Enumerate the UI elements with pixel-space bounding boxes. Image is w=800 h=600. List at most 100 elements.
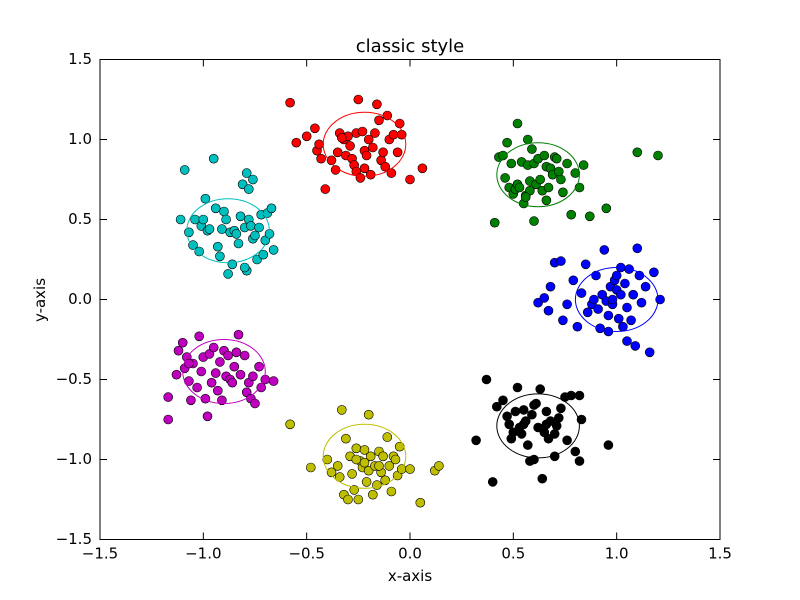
data-point	[188, 240, 198, 250]
data-point	[357, 126, 368, 137]
data-point	[491, 401, 502, 412]
data-point	[537, 473, 548, 484]
data-point	[239, 350, 250, 361]
data-point	[471, 435, 481, 446]
data-point	[227, 259, 238, 270]
data-point	[353, 94, 364, 105]
data-point	[382, 432, 393, 442]
data-point	[539, 293, 550, 303]
series-1	[489, 118, 663, 228]
data-point	[518, 405, 529, 415]
data-point	[217, 224, 227, 234]
data-point	[223, 350, 233, 361]
data-point	[326, 467, 337, 478]
data-point	[367, 142, 378, 153]
data-point	[636, 297, 647, 308]
x-tick-label: 0.5	[501, 545, 525, 563]
data-point	[498, 395, 508, 406]
y-tick-label: 1.5	[68, 50, 92, 68]
data-point	[553, 413, 564, 423]
data-point	[558, 187, 568, 198]
data-point	[285, 97, 295, 108]
data-point	[574, 390, 585, 401]
data-point	[570, 168, 581, 178]
data-point	[593, 304, 603, 314]
data-point	[223, 269, 233, 279]
data-point	[179, 165, 190, 175]
data-point	[512, 118, 523, 129]
data-point	[498, 150, 508, 161]
data-point	[341, 433, 351, 444]
data-point	[233, 238, 244, 249]
data-point	[543, 305, 554, 316]
data-point	[549, 429, 560, 439]
data-point	[301, 131, 312, 142]
data-point	[217, 395, 227, 406]
data-point	[572, 321, 583, 332]
data-point	[367, 489, 378, 500]
data-point	[163, 392, 173, 402]
data-point	[266, 203, 277, 214]
data-point	[359, 445, 370, 455]
y-tick-label: −0.5	[56, 370, 92, 388]
y-tick-label: 1.0	[68, 130, 92, 148]
data-point	[566, 209, 577, 220]
data-point	[529, 400, 539, 410]
data-point	[355, 173, 366, 183]
data-point	[244, 184, 254, 194]
data-point	[603, 440, 614, 450]
data-point	[620, 278, 630, 289]
data-point	[241, 168, 252, 178]
data-point	[229, 361, 240, 372]
data-point	[632, 147, 643, 158]
data-point	[632, 243, 643, 254]
data-point	[615, 289, 626, 300]
data-point	[254, 361, 264, 372]
data-point	[553, 166, 564, 177]
data-point	[514, 182, 525, 193]
data-point	[618, 321, 628, 332]
data-point	[576, 288, 587, 298]
data-point	[502, 137, 512, 148]
data-point	[487, 477, 498, 487]
y-axis-label: y-axis	[31, 278, 49, 322]
data-point	[378, 451, 388, 462]
data-point	[628, 289, 639, 300]
y-tick-label: −1.5	[56, 530, 92, 548]
data-point	[613, 313, 624, 324]
data-point	[512, 382, 523, 393]
data-point	[345, 141, 355, 151]
data-point	[248, 174, 258, 185]
data-point	[254, 222, 264, 233]
series-5	[285, 405, 444, 508]
data-point	[374, 115, 384, 126]
data-point	[370, 128, 380, 138]
data-point	[246, 221, 256, 231]
data-point	[231, 229, 242, 239]
data-point	[543, 182, 554, 193]
data-point	[332, 461, 343, 471]
data-point	[580, 259, 591, 270]
data-point	[434, 461, 444, 471]
data-point	[221, 214, 231, 225]
data-point	[558, 315, 568, 326]
data-point	[320, 184, 331, 194]
data-point	[545, 281, 556, 292]
data-point	[208, 153, 219, 164]
data-point	[520, 416, 531, 426]
data-point	[405, 464, 415, 474]
data-point	[510, 406, 521, 417]
data-point	[595, 323, 605, 334]
data-point	[405, 174, 415, 185]
data-point	[372, 99, 382, 110]
data-point	[655, 294, 665, 305]
data-point	[351, 443, 362, 454]
data-point	[235, 369, 246, 380]
data-point	[314, 139, 324, 150]
data-point	[250, 398, 260, 409]
data-point	[374, 461, 384, 471]
data-point	[630, 341, 641, 351]
data-point	[562, 299, 572, 310]
x-tick-label: 0.0	[398, 545, 422, 563]
y-tick-label: 0.5	[68, 210, 92, 228]
